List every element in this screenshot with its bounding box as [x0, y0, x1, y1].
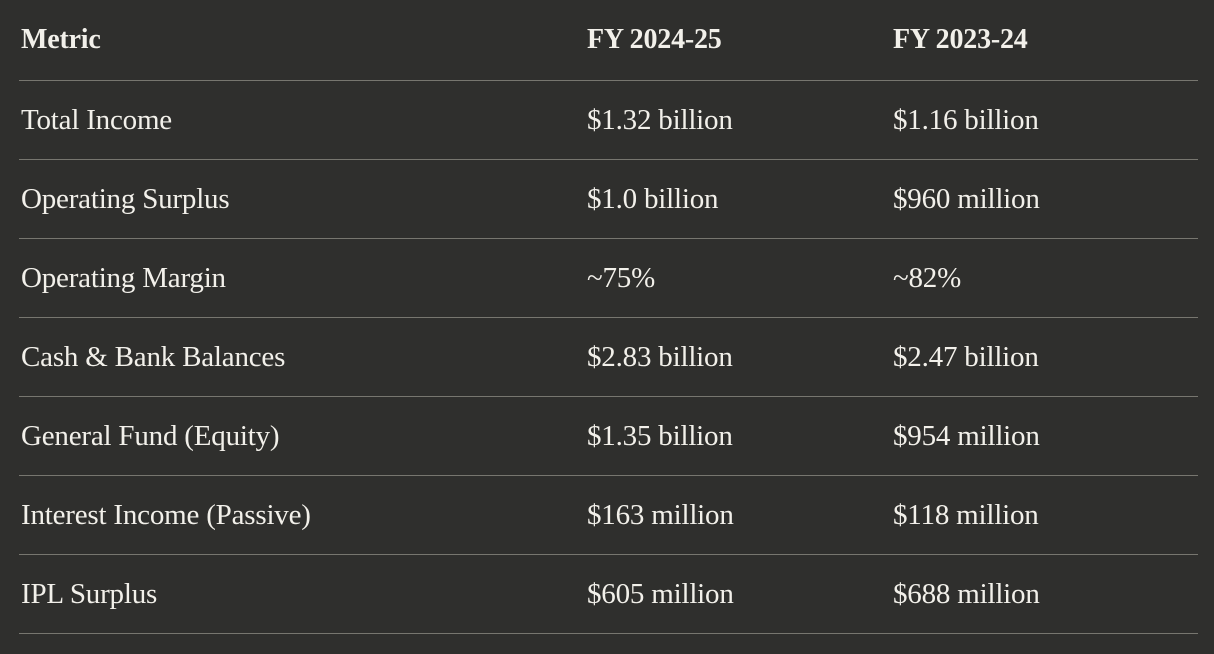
table-row: Interest Income (Passive) $163 million $…: [19, 476, 1198, 555]
fy-2023-24-cell: $960 million: [893, 182, 1040, 215]
header-metric: Metric: [21, 24, 101, 55]
metric-cell: Operating Surplus: [21, 182, 230, 215]
header-fy-2023-24: FY 2023-24: [893, 24, 1028, 55]
metric-cell: Interest Income (Passive): [21, 498, 311, 531]
fy-2023-24-cell: $954 million: [893, 419, 1040, 452]
table-row: Cash & Bank Balances $2.83 billion $2.47…: [19, 318, 1198, 397]
financial-metrics-table: Metric FY 2024-25 FY 2023-24 Total Incom…: [19, 0, 1198, 634]
table-header-row: Metric FY 2024-25 FY 2023-24: [19, 0, 1198, 81]
metric-cell: Total Income: [21, 103, 172, 136]
fy-2024-25-cell: ~75%: [587, 261, 656, 294]
fy-2024-25-cell: $605 million: [587, 577, 734, 610]
table-row: Operating Surplus $1.0 billion $960 mill…: [19, 160, 1198, 239]
fy-2024-25-cell: $1.0 billion: [587, 182, 719, 215]
fy-2024-25-cell: $163 million: [587, 498, 734, 531]
metric-cell: Operating Margin: [21, 261, 226, 294]
table-row: Total Income $1.32 billion $1.16 billion: [19, 81, 1198, 160]
header-fy-2024-25: FY 2024-25: [587, 24, 722, 55]
table-row: General Fund (Equity) $1.35 billion $954…: [19, 397, 1198, 476]
table-row: IPL Surplus $605 million $688 million: [19, 555, 1198, 634]
fy-2023-24-cell: $1.16 billion: [893, 103, 1039, 136]
fy-2024-25-cell: $2.83 billion: [587, 340, 733, 373]
metric-cell: Cash & Bank Balances: [21, 340, 286, 373]
fy-2023-24-cell: ~82%: [893, 261, 962, 294]
fy-2023-24-cell: $688 million: [893, 577, 1040, 610]
metric-cell: General Fund (Equity): [21, 419, 280, 452]
fy-2023-24-cell: $118 million: [893, 498, 1039, 531]
fy-2023-24-cell: $2.47 billion: [893, 340, 1039, 373]
fy-2024-25-cell: $1.32 billion: [587, 103, 733, 136]
fy-2024-25-cell: $1.35 billion: [587, 419, 733, 452]
table-row: Operating Margin ~75% ~82%: [19, 239, 1198, 318]
metric-cell: IPL Surplus: [21, 577, 158, 610]
